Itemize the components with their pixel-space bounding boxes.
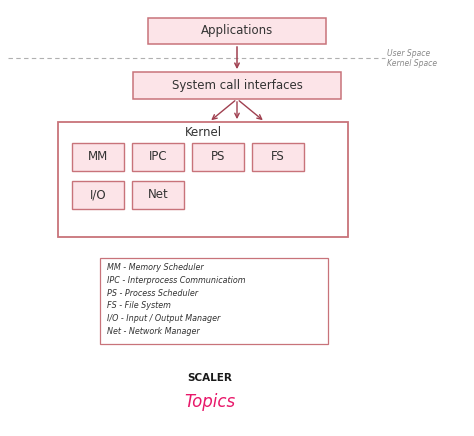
Text: System call interfaces: System call interfaces: [172, 79, 302, 92]
Text: MM - Memory Scheduler: MM - Memory Scheduler: [107, 263, 204, 272]
Text: FS - File System: FS - File System: [107, 301, 171, 310]
Text: FS: FS: [271, 150, 285, 164]
Text: User Space: User Space: [387, 48, 430, 58]
FancyBboxPatch shape: [252, 143, 304, 171]
Text: IPC: IPC: [149, 150, 167, 164]
Text: SCALER: SCALER: [188, 373, 232, 383]
Text: PS - Process Scheduler: PS - Process Scheduler: [107, 289, 198, 298]
Text: Net: Net: [147, 188, 168, 201]
FancyBboxPatch shape: [72, 181, 124, 209]
FancyBboxPatch shape: [132, 143, 184, 171]
FancyBboxPatch shape: [72, 143, 124, 171]
Text: IPC - Interprocess Communicatiom: IPC - Interprocess Communicatiom: [107, 276, 246, 285]
FancyBboxPatch shape: [100, 258, 328, 344]
Text: Topics: Topics: [184, 393, 236, 411]
Text: Kernel Space: Kernel Space: [387, 58, 437, 68]
Text: Applications: Applications: [201, 24, 273, 37]
Text: MM: MM: [88, 150, 108, 164]
FancyBboxPatch shape: [148, 18, 326, 44]
Text: I/O - Input / Output Manager: I/O - Input / Output Manager: [107, 314, 220, 323]
FancyBboxPatch shape: [58, 122, 348, 237]
FancyBboxPatch shape: [133, 72, 341, 99]
Text: Kernel: Kernel: [184, 126, 221, 140]
Text: I/O: I/O: [90, 188, 106, 201]
FancyBboxPatch shape: [192, 143, 244, 171]
Text: Net - Network Manager: Net - Network Manager: [107, 327, 200, 336]
Text: PS: PS: [211, 150, 225, 164]
FancyBboxPatch shape: [132, 181, 184, 209]
